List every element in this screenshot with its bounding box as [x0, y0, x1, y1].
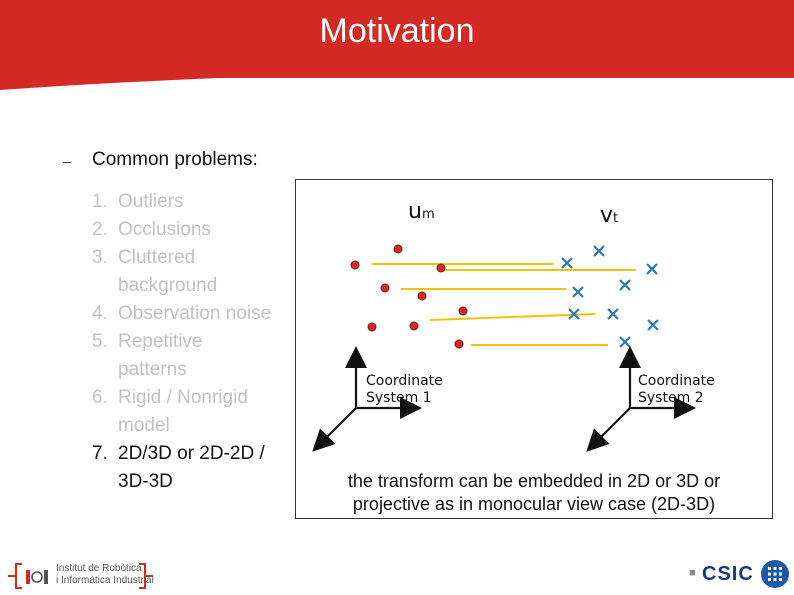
problem-item: 2. Occlusions [92, 219, 211, 240]
csic-emblem-icon: ■ [689, 567, 696, 579]
csic-logo: CSIC [702, 563, 754, 585]
model-point [393, 244, 403, 254]
match-line [429, 313, 596, 321]
target-points [561, 245, 659, 348]
target-cross [593, 245, 605, 257]
model-points [350, 244, 468, 349]
figure-caption: the transform can be embedded in 2D or 3… [347, 471, 721, 514]
target-cross [646, 263, 658, 275]
model-point [380, 283, 390, 293]
axes-system-1 [312, 346, 422, 452]
label-v-t: vt [600, 203, 619, 228]
target-cross [572, 286, 584, 298]
problem-item-active: 7. 2D/3D or 2D-2D / 3D-3D [92, 443, 265, 492]
model-point [409, 321, 419, 331]
institute-subname: i Informàtica Industrial [56, 575, 154, 586]
bullet-heading: Common problems: [92, 149, 258, 170]
model-point [454, 339, 464, 349]
problem-item: 4. Observation noise [92, 303, 272, 324]
header-curve [0, 60, 794, 90]
upc-logo-icon [761, 560, 789, 588]
iri-logo-icon [8, 563, 153, 589]
target-cross [619, 336, 631, 348]
problem-item: 3. Cluttered background [92, 247, 218, 296]
figure-frame [295, 179, 773, 519]
target-cross [561, 257, 573, 269]
correspondence-diagram [312, 244, 696, 452]
coordinate-system-2-label: Coordinate System 2 [638, 373, 715, 406]
problem-item: 6. Rigid / Nonrigid model [92, 387, 248, 436]
coordinate-system-1-label: Coordinate System 1 [366, 373, 443, 406]
model-point [436, 263, 446, 273]
problem-item: 1. Outliers [92, 191, 184, 212]
institute-name: Institut de Robòtica [56, 563, 142, 574]
model-point [417, 291, 427, 301]
match-lines [372, 263, 636, 346]
target-cross [619, 279, 631, 291]
problem-item: 5. Repetitive patterns [92, 331, 203, 380]
model-point [367, 322, 377, 332]
model-point [350, 260, 360, 270]
slide-title: Motivation [319, 12, 475, 50]
label-u-m: um [408, 199, 435, 224]
problems-list: 1. Outliers 2. Occlusions 3. Cluttered back… [84, 188, 274, 496]
axes-system-2 [586, 346, 696, 452]
bullet-marker: – [63, 153, 71, 169]
target-cross [647, 319, 659, 331]
target-cross [607, 308, 619, 320]
model-point [458, 306, 468, 316]
target-cross [568, 308, 580, 320]
